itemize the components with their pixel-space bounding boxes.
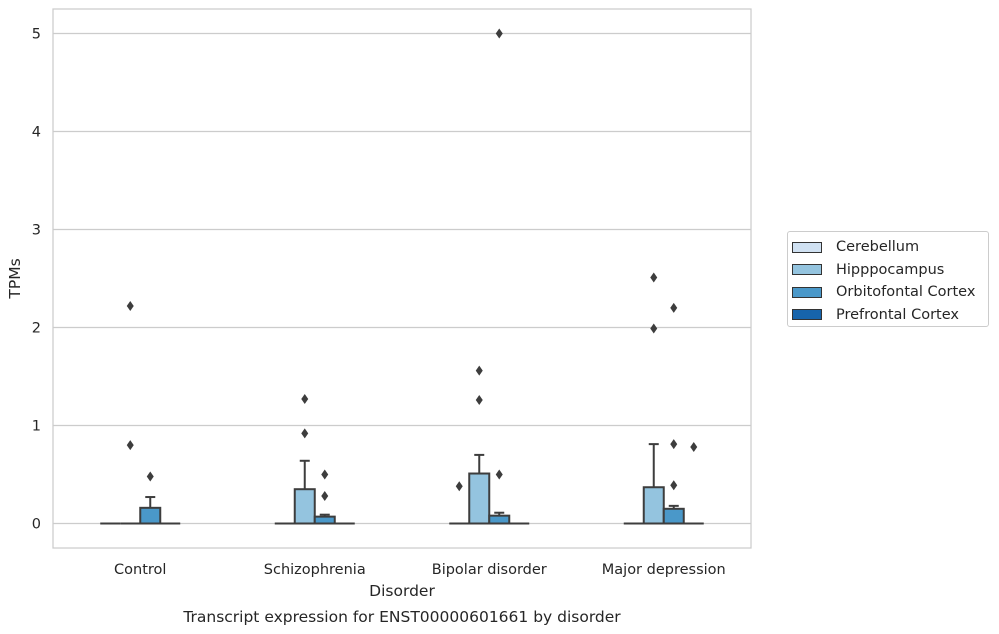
box-rect [468,472,491,525]
gridlines [53,32,751,525]
y-tick-label: 3 [32,223,41,239]
outlier-point [126,440,134,451]
box [683,442,704,525]
box-rect [139,506,162,525]
y-tick-label: 1 [32,419,41,435]
box-rect [313,515,336,525]
outlier-point [670,439,678,450]
outlier-point [321,491,329,502]
y-tick-label: 4 [32,125,41,141]
legend-item-orbitofrontal-cortex: Orbitofontal Cortex [792,281,988,304]
box [139,471,162,525]
outlier-point [301,394,309,405]
outlier-point [495,469,503,480]
y-tick-labels: 0 1 2 3 4 5 [32,27,41,533]
legend-swatch [792,286,822,298]
x-tick-label: Control [114,562,166,578]
legend-item-prefrontal-cortex: Prefrontal Cortex [792,304,988,327]
x-tick-label: Schizophrenia [264,562,366,578]
box-rect [293,488,316,525]
y-axis-label: TPMs [6,258,24,299]
outlier-point [495,28,503,39]
outlier-point [690,442,698,453]
outlier-point [670,302,678,313]
outlier-point [146,471,154,482]
y-tick-label: 5 [32,27,41,43]
outlier-point [650,272,658,283]
box-series [100,28,704,525]
box [293,394,316,525]
legend-label: Orbitofontal Cortex [836,284,976,301]
outlier-point [455,481,463,492]
legend-label: Hipppocampus [836,261,945,278]
legend-swatch [792,241,822,253]
legend: Cerebellum Hipppocampus Orbitofontal Cor… [787,231,989,327]
plot-frame [52,8,752,549]
outlier-point [301,428,309,439]
box [313,469,336,525]
outlier-point [650,323,658,334]
box [468,365,491,525]
legend-item-hippocampus: Hipppocampus [792,259,988,282]
box-rect [488,514,511,525]
legend-item-cerebellum: Cerebellum [792,236,988,259]
box-rect [662,507,685,525]
outlier-point [475,365,483,376]
outlier-point [126,300,134,311]
box-rect [642,486,665,525]
legend-label: Cerebellum [836,239,920,256]
y-tick-label: 0 [32,517,41,533]
box [488,28,511,525]
x-axis-label: Disorder [369,582,435,600]
x-tick-labels: Control Schizophrenia Bipolar disorder Majo… [114,562,726,578]
box [642,272,665,525]
y-tick-label: 2 [32,321,41,337]
outlier-point [475,395,483,406]
box [662,302,685,525]
outlier-point [670,480,678,491]
legend-swatch [792,264,822,276]
legend-swatch [792,309,822,321]
legend-label: Prefrontal Cortex [836,306,959,323]
outlier-point [321,469,329,480]
box [120,300,141,525]
chart-title: Transcript expression for ENST0000060166… [182,608,621,626]
box [449,481,470,525]
x-tick-label: Bipolar disorder [432,562,547,578]
x-tick-label: Major depression [602,562,726,578]
